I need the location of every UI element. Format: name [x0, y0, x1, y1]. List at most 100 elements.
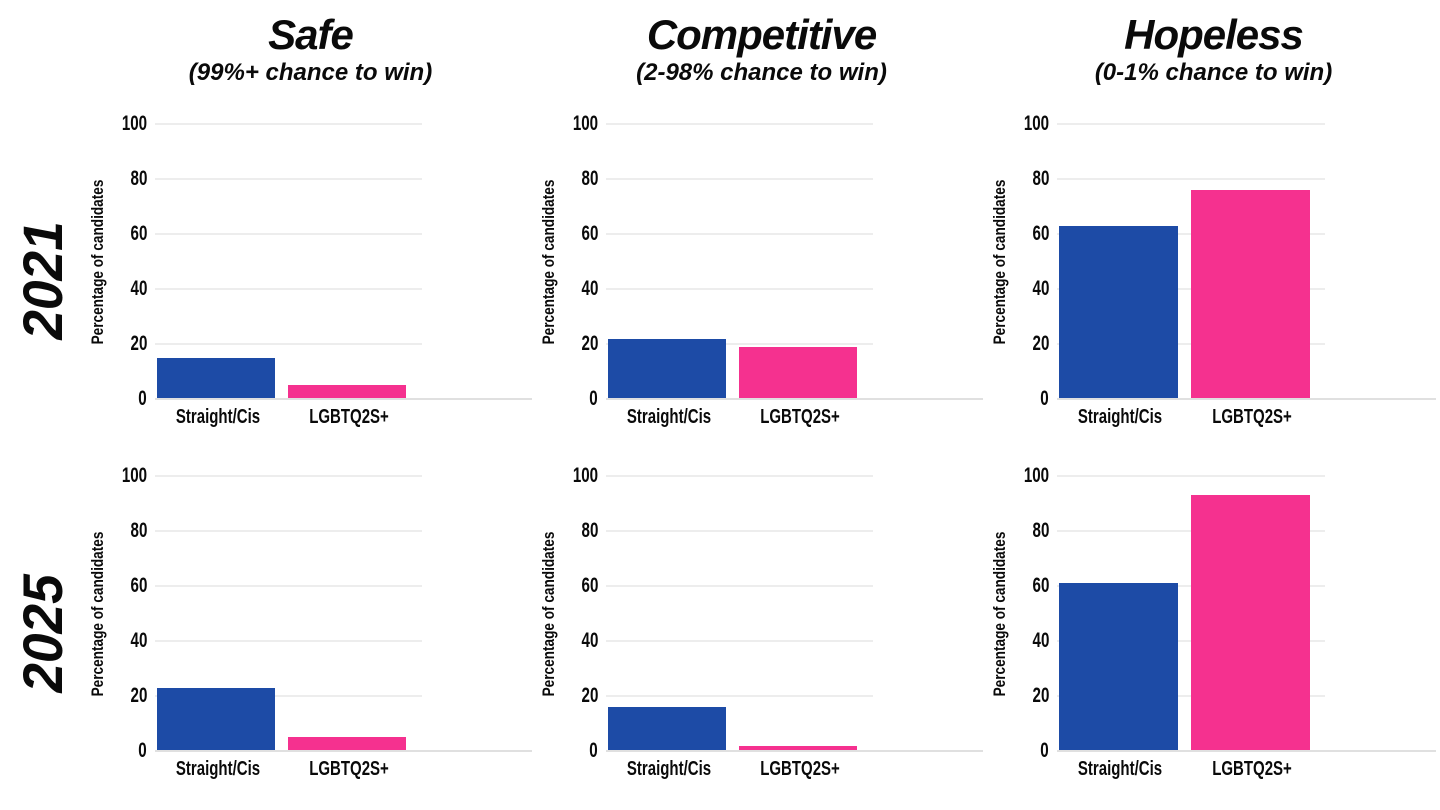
y-axis-title: Percentage of candidates: [88, 531, 107, 696]
bar-straight-cis: [607, 338, 726, 399]
y-tick-label: 100: [572, 112, 598, 135]
row-label-text: 2021: [11, 220, 75, 340]
column-title-competitive: Competitive (2-98% chance to win): [536, 0, 987, 104]
gridline: [606, 530, 873, 532]
chart-2025-safe: Percentage of candidates 0 20 40 60 80 100 St…: [85, 456, 536, 810]
y-tick-label: 0: [1040, 739, 1049, 762]
gridline: [155, 343, 422, 345]
row-label-text: 2025: [11, 573, 75, 693]
gridline: [155, 233, 422, 235]
y-tick-label: 40: [1032, 629, 1049, 652]
y-axis-ticks: 0 20 40 60 80 100: [562, 465, 606, 761]
bar-straight-cis: [607, 707, 726, 751]
gridline: [606, 288, 873, 290]
x-label-lgbtq2s: LGBTQ2S+: [309, 758, 390, 780]
gridline: [1057, 123, 1326, 125]
x-label-lgbtq2s: LGBTQ2S+: [309, 406, 390, 428]
bar-straight-cis: [156, 357, 275, 399]
gridline: [155, 288, 422, 290]
y-tick-label: 20: [1032, 332, 1049, 355]
y-axis-ticks: 0 20 40 60 80 100: [1013, 465, 1057, 761]
column-title: Competitive: [646, 11, 877, 58]
y-tick-label: 80: [581, 167, 598, 190]
y-tick-label: 0: [1040, 387, 1049, 410]
x-axis-baseline: [606, 398, 984, 400]
y-axis-ticks: 0 20 40 60 80 100: [1013, 113, 1057, 409]
x-axis-labels: Straight/Cis LGBTQ2S+: [606, 751, 987, 785]
x-label-lgbtq2s: LGBTQ2S+: [1212, 406, 1293, 428]
plot-area: [1057, 475, 1440, 752]
bar-lgbtq2s: [739, 346, 858, 399]
chart-2021-hopeless: Percentage of candidates 0 20 40 60 80 100 St…: [987, 104, 1440, 456]
bar-lgbtq2s: [1191, 190, 1310, 399]
x-axis-labels: Straight/Cis LGBTQ2S+: [1057, 751, 1440, 785]
column-subtitle: (2-98% chance to win): [636, 59, 887, 87]
chart-2021-safe: Percentage of candidates 0 20 40 60 80 100 St…: [85, 104, 536, 456]
bar-lgbtq2s: [288, 737, 407, 751]
x-axis-baseline: [1057, 750, 1437, 752]
gridline: [606, 695, 873, 697]
row-label-2021: 2021: [0, 104, 85, 456]
gridline: [155, 695, 422, 697]
x-axis-baseline: [606, 750, 984, 752]
y-axis-ticks: 0 20 40 60 80 100: [111, 465, 155, 761]
column-title-hopeless: Hopeless (0-1% chance to win): [987, 0, 1440, 104]
y-tick-label: 40: [130, 629, 147, 652]
x-label-straight-cis: Straight/Cis: [175, 406, 260, 428]
bar-straight-cis: [1058, 225, 1178, 399]
x-axis-labels: Straight/Cis LGBTQ2S+: [155, 399, 536, 433]
column-subtitle: (99%+ chance to win): [188, 59, 433, 87]
y-tick-label: 60: [581, 574, 598, 597]
y-axis-ticks: 0 20 40 60 80 100: [111, 113, 155, 409]
y-tick-label: 40: [581, 629, 598, 652]
y-tick-label: 60: [1032, 574, 1049, 597]
bar-lgbtq2s: [1191, 495, 1310, 751]
y-axis-title: Percentage of candidates: [990, 531, 1009, 696]
gridline: [1057, 178, 1326, 180]
y-tick-label: 80: [1032, 167, 1049, 190]
y-tick-label: 0: [138, 739, 147, 762]
y-tick-label: 60: [581, 222, 598, 245]
y-axis-ticks: 0 20 40 60 80 100: [562, 113, 606, 409]
y-axis-title: Percentage of candidates: [990, 179, 1009, 344]
y-tick-label: 20: [130, 684, 147, 707]
y-tick-label: 20: [581, 332, 598, 355]
y-tick-label: 0: [589, 387, 598, 410]
bar-lgbtq2s: [288, 385, 407, 399]
y-axis-title: Percentage of candidates: [88, 179, 107, 344]
plot-area: [1057, 123, 1440, 400]
gridline: [155, 123, 422, 125]
x-axis-baseline: [1057, 398, 1437, 400]
gridline: [606, 640, 873, 642]
y-tick-label: 100: [121, 464, 147, 487]
gridline: [606, 585, 873, 587]
y-tick-label: 80: [1032, 519, 1049, 542]
gridline: [155, 178, 422, 180]
bar-straight-cis: [1058, 583, 1178, 751]
gridline: [606, 178, 873, 180]
y-tick-label: 40: [581, 277, 598, 300]
column-title: Hopeless: [1124, 11, 1304, 58]
plot-area: [155, 123, 536, 400]
column-title: Safe: [268, 11, 354, 58]
chart-2025-competitive: Percentage of candidates 0 20 40 60 80 100 St…: [536, 456, 987, 810]
top-left-spacer: [0, 0, 85, 104]
column-title-safe: Safe (99%+ chance to win): [85, 0, 536, 104]
gridline: [155, 530, 422, 532]
y-tick-label: 100: [121, 112, 147, 135]
gridline: [606, 233, 873, 235]
y-tick-label: 60: [130, 574, 147, 597]
x-label-straight-cis: Straight/Cis: [175, 758, 260, 780]
y-tick-label: 80: [130, 519, 147, 542]
gridline: [606, 123, 873, 125]
y-tick-label: 0: [138, 387, 147, 410]
y-tick-label: 20: [1032, 684, 1049, 707]
x-label-lgbtq2s: LGBTQ2S+: [760, 758, 841, 780]
y-tick-label: 20: [581, 684, 598, 707]
x-label-straight-cis: Straight/Cis: [626, 758, 711, 780]
x-axis-labels: Straight/Cis LGBTQ2S+: [606, 399, 987, 433]
x-label-straight-cis: Straight/Cis: [626, 406, 711, 428]
x-axis-labels: Straight/Cis LGBTQ2S+: [155, 751, 536, 785]
chart-2025-hopeless: Percentage of candidates 0 20 40 60 80 100 St…: [987, 456, 1440, 810]
